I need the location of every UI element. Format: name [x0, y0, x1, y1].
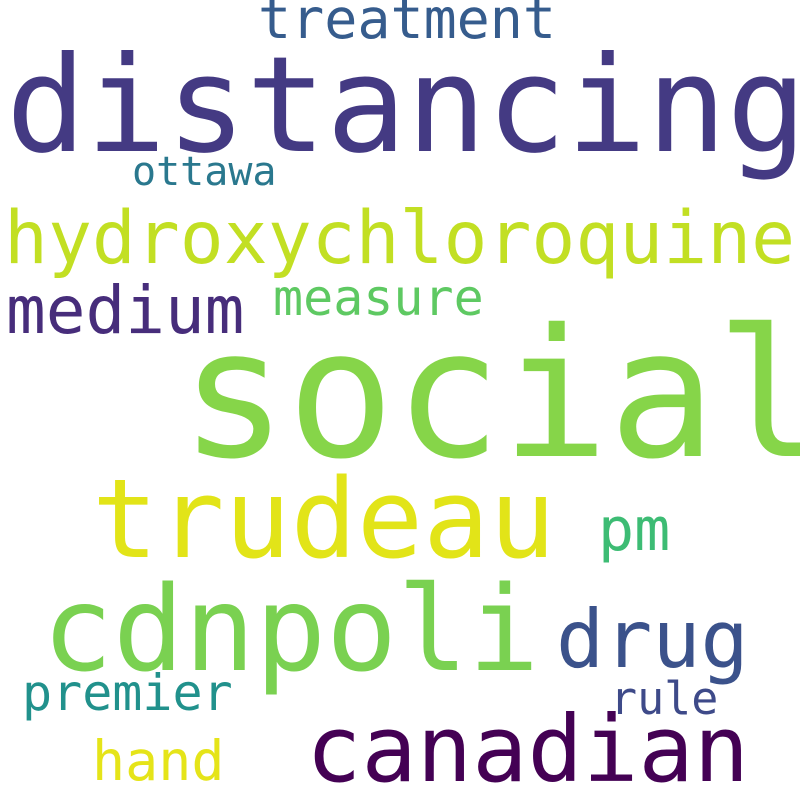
word-drug: drug	[556, 593, 749, 686]
word-canadian: canadian	[306, 696, 750, 800]
word-trudeau: trudeau	[92, 455, 556, 583]
word-distancing: distancing	[6, 29, 800, 183]
word-ottawa: ottawa	[132, 149, 277, 195]
word-rule: rule	[610, 672, 719, 725]
word-hand: hand	[92, 729, 225, 793]
word-measure: measure	[273, 269, 484, 327]
word-pm: pm	[598, 495, 671, 565]
word-treatment: treatment	[258, 0, 557, 51]
word-cdnpoli: cdnpoli	[42, 560, 540, 698]
word-social: social	[180, 291, 800, 498]
word-premier: premier	[22, 664, 233, 722]
word-medium: medium	[6, 272, 245, 349]
word-hydroxychloroquine: hydroxychloroquine	[4, 196, 796, 281]
